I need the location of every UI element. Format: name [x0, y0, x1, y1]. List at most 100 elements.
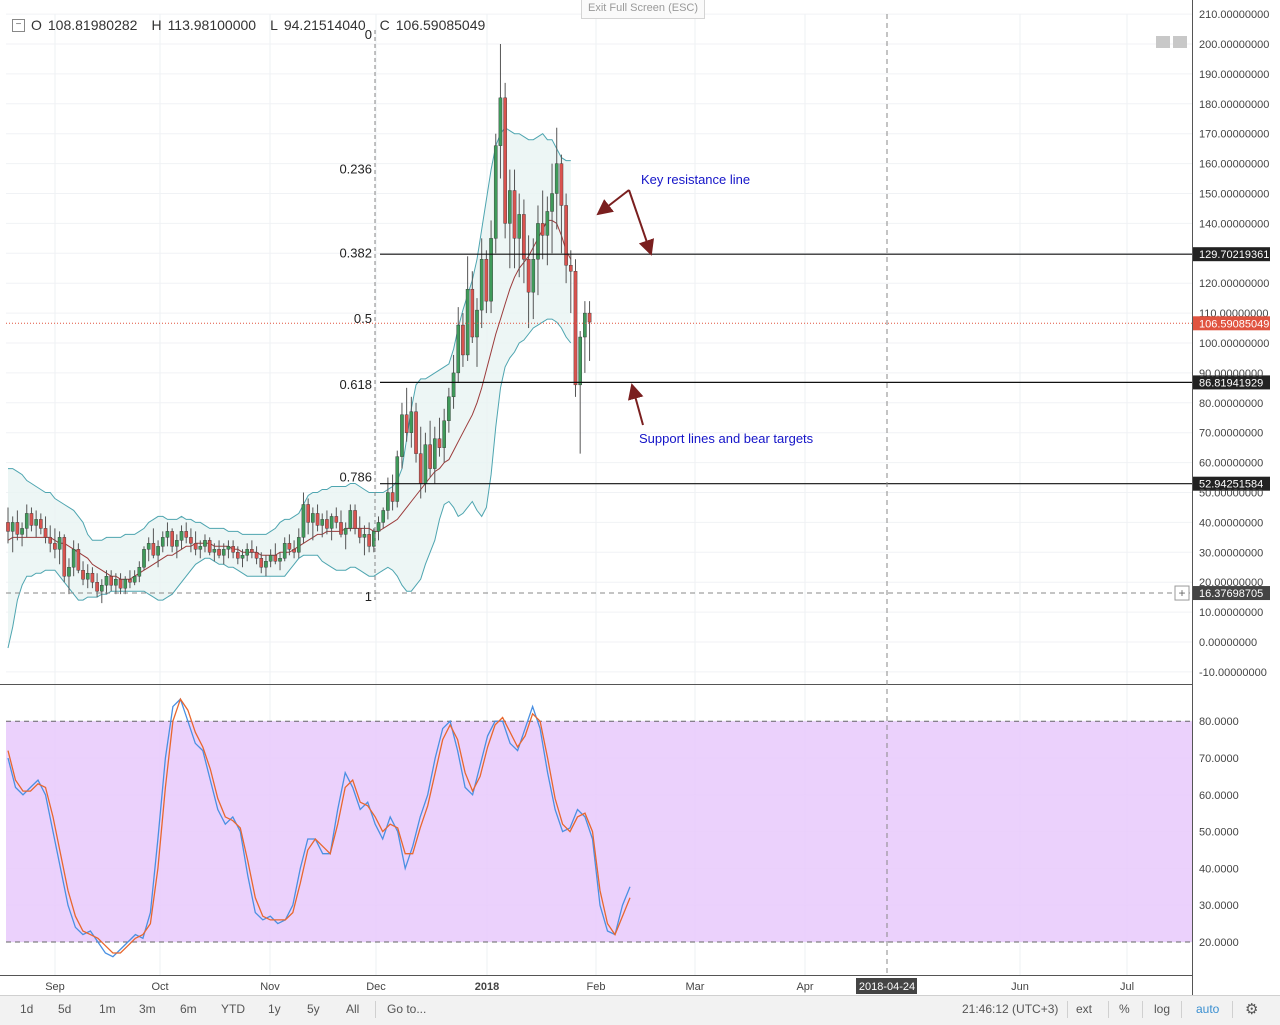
collapse-icon[interactable]: −	[12, 18, 25, 32]
candle-body	[573, 271, 578, 386]
extended-hours-toggle[interactable]: ext	[1076, 1002, 1093, 1016]
range-1m-button[interactable]: 1m	[99, 1002, 116, 1016]
candle-body	[409, 411, 414, 433]
candle-body	[273, 555, 278, 562]
candle-body	[367, 534, 371, 547]
crosshair-price-label: 16.37698705	[1199, 588, 1263, 600]
fib-level-label: 0.236	[339, 162, 372, 177]
candle-body	[6, 522, 10, 532]
candle-body	[493, 145, 498, 239]
candle-body	[512, 190, 517, 239]
exit-fullscreen-button[interactable]: Exit Full Screen (ESC)	[581, 0, 705, 19]
ohlc-legend: − O 108.81980282 H 113.98100000 L 94.215140…	[12, 17, 493, 33]
candle-body	[184, 531, 189, 538]
range-ytd-button[interactable]: YTD	[221, 1002, 245, 1016]
maximize-pane-icon[interactable]	[1173, 36, 1187, 48]
candle-body	[423, 444, 428, 484]
price-tick-label: 140.00000000	[1199, 218, 1269, 230]
candle-body	[559, 163, 564, 206]
bollinger-upper-line	[8, 127, 571, 541]
candle-body	[395, 456, 400, 502]
candle-body	[259, 558, 264, 568]
range-5d-button[interactable]: 5d	[58, 1002, 72, 1016]
candle-body	[479, 259, 484, 311]
price-tick-label: 80.00000000	[1199, 398, 1263, 410]
fib-level-label: 0.618	[339, 377, 372, 392]
fib-level-label: 0	[365, 27, 372, 42]
candle-body	[334, 516, 339, 523]
candle-body	[587, 312, 592, 323]
candle-body	[456, 324, 461, 374]
level-price-label: 129.70219361	[1199, 249, 1269, 261]
candle-body	[442, 420, 446, 448]
price-tick-label: 0.00000000	[1199, 637, 1257, 649]
candle-body	[282, 543, 287, 559]
level-price-label: 52.94251584	[1199, 479, 1263, 491]
range-1d-button[interactable]: 1d	[20, 1002, 34, 1016]
price-pane	[6, 14, 1192, 975]
log-scale-toggle[interactable]: log	[1154, 1002, 1171, 1016]
price-tick-label: 90.00000000	[1199, 368, 1263, 380]
level-price-tag	[1193, 247, 1270, 262]
candle-body	[128, 579, 132, 583]
fib-level-label: 1	[365, 589, 372, 604]
close-value: 106.59085049	[395, 17, 486, 33]
price-tick-label: 210.00000000	[1199, 9, 1269, 21]
candle-body	[404, 414, 409, 433]
candle-body	[296, 537, 301, 553]
candle-body	[531, 259, 536, 293]
candle-body	[447, 396, 451, 421]
candle-body	[48, 537, 53, 544]
range-6m-button[interactable]: 6m	[180, 1002, 197, 1016]
candle-body	[156, 546, 160, 556]
candle-body	[376, 522, 381, 532]
price-tick-label: 190.00000000	[1199, 69, 1269, 81]
candle-body	[418, 453, 423, 484]
annotation-key-resistance: Key resistance line	[641, 172, 750, 187]
auto-scale-toggle[interactable]: auto	[1196, 1002, 1220, 1016]
candle-body	[62, 537, 67, 577]
crosshair-price-tag	[1193, 586, 1270, 601]
candle-body	[43, 528, 48, 538]
candle-body	[250, 549, 254, 553]
add-alert-icon: +	[1178, 586, 1185, 600]
candle-body	[484, 259, 489, 302]
candle-body	[362, 534, 367, 538]
candle-body	[114, 579, 118, 586]
candle-body	[76, 549, 81, 571]
candle-body	[554, 163, 559, 194]
candle-body	[311, 513, 315, 523]
candle-body	[123, 579, 128, 589]
candle-body	[569, 265, 573, 272]
time-tick-label: Oct	[151, 981, 168, 993]
price-tick-label: 30.00000000	[1199, 547, 1263, 559]
goto-date-button[interactable]: Go to...	[387, 1002, 427, 1016]
price-tick-label: 160.00000000	[1199, 159, 1269, 171]
candle-body	[67, 567, 71, 577]
percent-scale-toggle[interactable]: %	[1119, 1002, 1130, 1016]
arrow-to-resistance-line	[628, 189, 655, 256]
open-label: O	[31, 17, 42, 33]
minimize-pane-icon[interactable]	[1156, 36, 1170, 48]
price-tick-label: 100.00000000	[1199, 338, 1269, 350]
candle-body	[583, 312, 587, 338]
candle-body	[137, 567, 142, 577]
gear-icon[interactable]: ⚙	[1245, 1001, 1259, 1018]
candle-body	[301, 504, 306, 538]
annotation-support-lines: Support lines and bear targets	[639, 431, 814, 446]
candle-body	[15, 522, 20, 535]
candle-body	[254, 552, 259, 559]
add-alert-icon	[1174, 585, 1190, 601]
range-1y-button[interactable]: 1y	[268, 1002, 281, 1016]
candle-body	[217, 549, 221, 556]
range-5y-button[interactable]: 5y	[307, 1002, 320, 1016]
last-price-label: 106.59085049	[1199, 318, 1269, 330]
candle-body	[170, 531, 174, 547]
candle-body	[189, 537, 193, 544]
range-all-button[interactable]: All	[346, 1002, 360, 1016]
clock-timezone[interactable]: 21:46:12 (UTC+3)	[962, 1002, 1059, 1016]
range-3m-button[interactable]: 3m	[139, 1002, 156, 1016]
candle-body	[508, 190, 512, 224]
candle-body	[381, 510, 386, 523]
